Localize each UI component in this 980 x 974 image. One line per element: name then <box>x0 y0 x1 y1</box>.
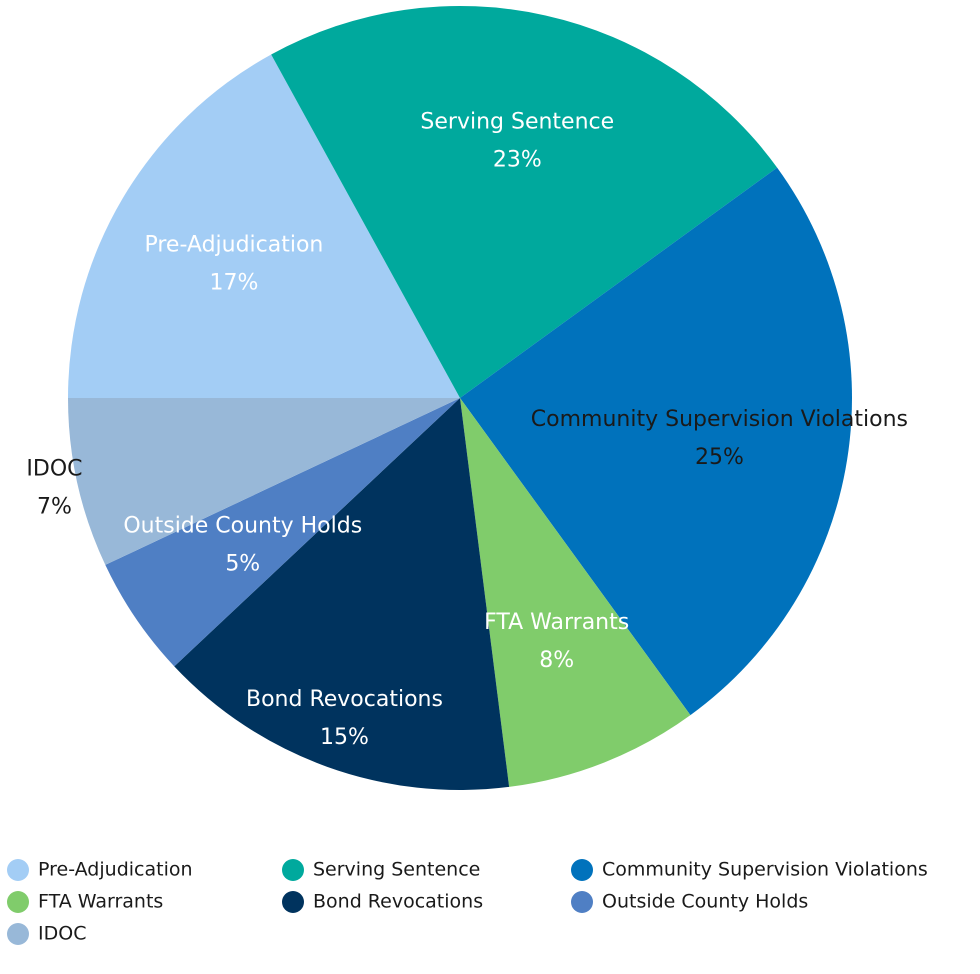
slice-label: IDOC <box>26 457 82 482</box>
slice-value: 25% <box>695 445 744 470</box>
slice-label: Bond Revocations <box>246 687 443 712</box>
slice-label: Community Supervision Violations <box>531 407 908 432</box>
slice-label: Outside County Holds <box>123 514 362 539</box>
pie-slice <box>68 398 460 565</box>
legend-label: Bond Revocations <box>313 891 483 913</box>
legend-swatch <box>7 859 29 881</box>
slice-value: 15% <box>320 725 369 750</box>
slice-value: 23% <box>493 148 542 173</box>
legend-label: Community Supervision Violations <box>602 859 928 881</box>
pie-slice <box>460 398 691 787</box>
legend-swatch <box>571 891 593 913</box>
slice-label: Pre-Adjudication <box>144 232 323 257</box>
pie-slice <box>271 6 778 398</box>
legend-label: Pre-Adjudication <box>38 859 193 881</box>
legend-swatch <box>282 891 304 913</box>
legend-swatch <box>7 923 29 945</box>
legend-swatch <box>282 859 304 881</box>
pie-slice <box>174 398 510 790</box>
legend-swatch <box>571 859 593 881</box>
legend-label: FTA Warrants <box>38 891 163 913</box>
legend-label: Serving Sentence <box>313 859 480 881</box>
slice-value: 8% <box>539 648 574 673</box>
legend-label: Outside County Holds <box>602 891 808 913</box>
pie-slice <box>105 398 460 667</box>
pie-slice <box>460 167 852 716</box>
legend-swatch <box>7 891 29 913</box>
slice-label: FTA Warrants <box>484 610 629 635</box>
pie-slice <box>68 54 460 398</box>
slice-value: 5% <box>225 552 260 577</box>
legend-label: IDOC <box>38 923 86 945</box>
slice-value: 17% <box>209 270 258 295</box>
slice-value: 7% <box>37 495 72 520</box>
slice-label: Serving Sentence <box>420 110 614 135</box>
